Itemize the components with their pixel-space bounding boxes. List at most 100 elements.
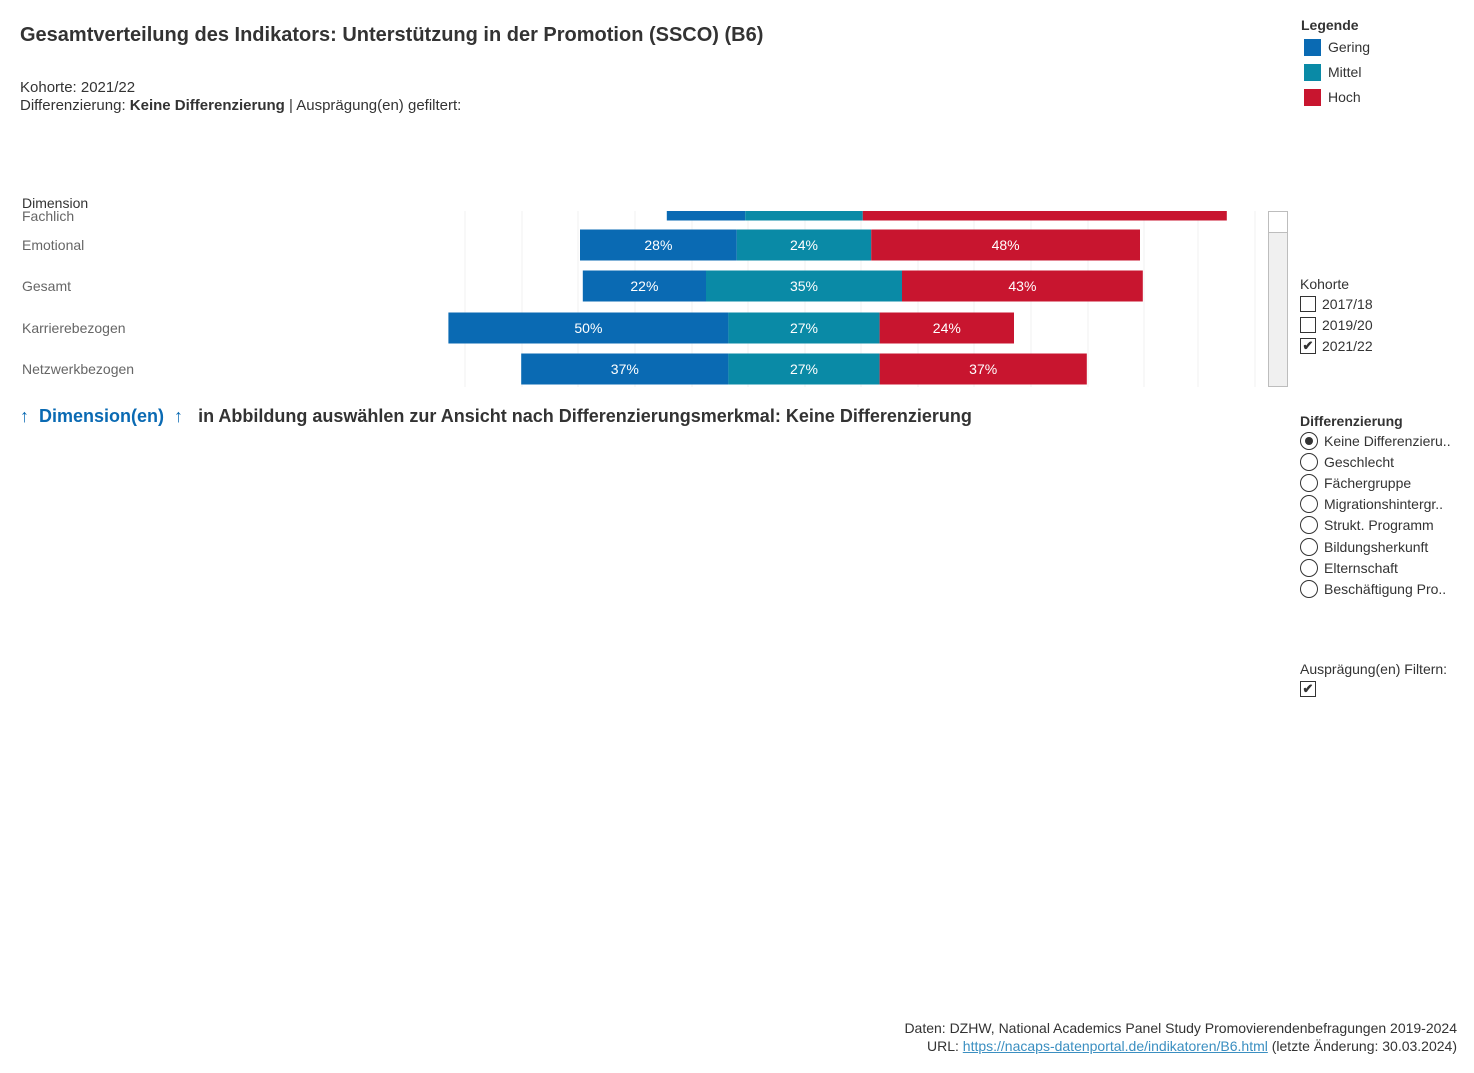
radio-selected[interactable] <box>1300 432 1318 450</box>
bar-segment-mittel[interactable] <box>706 270 902 302</box>
bar-segment-gering[interactable] <box>580 229 737 261</box>
data-label: 24% <box>790 237 818 253</box>
auspraegung-filter-title: Ausprägung(en) Filtern: <box>1300 661 1448 677</box>
kohorte-option-2017-18[interactable]: 2017/18 <box>1300 294 1373 314</box>
bar-segment-hoch[interactable] <box>862 190 1227 221</box>
bar-segment-gering[interactable] <box>666 190 746 221</box>
chart-scrollbar-thumb[interactable] <box>1268 211 1288 233</box>
radio[interactable] <box>1300 474 1318 492</box>
arrow-up-icon: ↑ <box>174 406 184 426</box>
legend-label: Hoch <box>1328 89 1361 105</box>
footer-url-line: URL: https://nacaps-datenportal.de/indik… <box>927 1038 1457 1054</box>
data-label: 24% <box>933 320 961 336</box>
legend-title: Legende <box>1301 17 1359 33</box>
selection-hint: ↑ Dimension(en) ↑ in Abbildung auswählen… <box>20 406 972 427</box>
checkbox-label: 2017/18 <box>1322 296 1373 312</box>
hint-text: in Abbildung auswählen zur Ansicht nach … <box>198 406 972 426</box>
dimension-label[interactable]: Netzwerkbezogen <box>22 361 135 377</box>
legend-swatch <box>1304 63 1321 81</box>
checkbox[interactable] <box>1300 296 1316 312</box>
legend-swatch <box>1304 38 1321 56</box>
radio-label: Geschlecht <box>1324 454 1395 470</box>
footer-url-prefix: URL: <box>926 1038 963 1054</box>
diff-value: Keine Differenzierung <box>129 97 285 114</box>
diff-option-beschaeftigung[interactable]: Beschäftigung Pro.. <box>1300 579 1446 599</box>
bar-segment-hoch[interactable] <box>871 229 1140 261</box>
data-label: 37% <box>611 361 639 377</box>
bar-segment-gering[interactable] <box>582 270 706 302</box>
auspraegung-filter-toggle[interactable]: ✔ <box>1300 679 1322 699</box>
data-label: 50% <box>574 320 602 336</box>
data-label: 22% <box>630 278 658 294</box>
checkbox-checked[interactable]: ✔ <box>1300 681 1316 697</box>
checkbox-checked[interactable]: ✔ <box>1300 338 1316 354</box>
diff-option-geschlecht[interactable]: Geschlecht <box>1300 452 1394 472</box>
radio-label: Strukt. Programm <box>1324 517 1434 533</box>
radio[interactable] <box>1300 559 1318 577</box>
bar-segment-hoch[interactable] <box>879 312 1014 344</box>
data-label: 28% <box>644 237 672 253</box>
diff-option-elternschaft[interactable]: Elternschaft <box>1300 558 1398 578</box>
legend-label: Mittel <box>1328 64 1362 80</box>
legend-item-gering[interactable]: Gering <box>1304 38 1370 56</box>
radio-label: Bildungsherkunft <box>1324 539 1429 555</box>
data-label: 27% <box>790 320 818 336</box>
cohort-subtitle: Kohorte: 2021/22 <box>20 79 136 96</box>
bar-segment-mittel[interactable] <box>728 312 880 344</box>
checkbox-label: 2019/20 <box>1322 317 1373 333</box>
radio[interactable] <box>1300 495 1318 513</box>
kohorte-filter-title: Kohorte <box>1300 276 1350 292</box>
data-label: 35% <box>790 278 818 294</box>
data-label: 48% <box>992 237 1020 253</box>
checkbox-label: 2021/22 <box>1322 338 1373 354</box>
stacked-bar-chart[interactable]: 28% 24% 48% 22% 35% 43% 50% 27% 24% 37% 27% 37% <box>0 0 1474 420</box>
legend-item-mittel[interactable]: Mittel <box>1304 63 1361 81</box>
checkbox[interactable] <box>1300 317 1316 333</box>
dimension-label[interactable]: Emotional <box>22 237 85 253</box>
bar-segment-mittel[interactable] <box>745 190 863 221</box>
radio-label: Fächergruppe <box>1324 475 1412 491</box>
footer-source: Daten: DZHW, National Academics Panel St… <box>904 1020 1457 1036</box>
footer-url-link[interactable]: https://nacaps-datenportal.de/indikatore… <box>962 1038 1268 1054</box>
radio-label: Elternschaft <box>1324 560 1398 576</box>
bars-group: 28% 24% 48% 22% 35% 43% 50% 27% 24% 37% 27% 37% <box>448 190 1227 385</box>
radio-label: Keine Differenzieru.. <box>1324 433 1451 449</box>
page-title: Gesamtverteilung des Indikators: Unterst… <box>20 24 764 46</box>
radio-label: Beschäftigung Pro.. <box>1324 581 1447 597</box>
legend-label: Gering <box>1328 39 1371 55</box>
radio-label: Migrationshintergr.. <box>1324 496 1444 512</box>
dimension-label[interactable]: Fachlich <box>22 208 75 224</box>
radio[interactable] <box>1300 516 1318 534</box>
radio[interactable] <box>1300 580 1318 598</box>
diff-option-bildungsherkunft[interactable]: Bildungsherkunft <box>1300 537 1428 557</box>
data-label: 37% <box>969 361 997 377</box>
diff-option-keine[interactable]: Keine Differenzieru.. <box>1300 431 1451 451</box>
diff-suffix: | Ausprägung(en) gefiltert: <box>284 97 462 114</box>
radio[interactable] <box>1300 453 1318 471</box>
bar-segment-mittel[interactable] <box>728 353 880 385</box>
dimension-label[interactable]: Gesamt <box>22 278 72 294</box>
bar-segment-gering[interactable] <box>521 353 729 385</box>
data-label: 27% <box>790 361 818 377</box>
dimension-label[interactable]: Karrierebezogen <box>22 320 126 336</box>
bar-segment-mittel[interactable] <box>736 229 872 261</box>
footer-url-suffix: (letzte Änderung: 30.03.2024) <box>1267 1038 1457 1054</box>
kohorte-option-2021-22[interactable]: ✔ 2021/22 <box>1300 336 1373 356</box>
diff-option-migration[interactable]: Migrationshintergr.. <box>1300 494 1443 514</box>
chart-scrollbar[interactable] <box>1268 211 1288 387</box>
radio[interactable] <box>1300 538 1318 556</box>
bar-segment-hoch[interactable] <box>879 353 1087 385</box>
kohorte-option-2019-20[interactable]: 2019/20 <box>1300 315 1373 335</box>
legend-swatch <box>1304 88 1321 106</box>
differentiation-subtitle: Differenzierung: Keine Differenzierung |… <box>20 97 461 114</box>
differenzierung-title: Differenzierung <box>1300 413 1403 429</box>
arrow-up-icon: ↑ <box>20 406 29 426</box>
bar-segment-hoch[interactable] <box>902 270 1143 302</box>
hint-dimension-link[interactable]: Dimension(en) <box>39 406 165 426</box>
diff-option-strukt-programm[interactable]: Strukt. Programm <box>1300 515 1434 535</box>
legend-item-hoch[interactable]: Hoch <box>1304 88 1361 106</box>
data-label: 43% <box>1008 278 1036 294</box>
diff-prefix: Differenzierung: <box>20 97 130 114</box>
bar-segment-gering[interactable] <box>448 312 729 344</box>
diff-option-faechergruppe[interactable]: Fächergruppe <box>1300 473 1411 493</box>
